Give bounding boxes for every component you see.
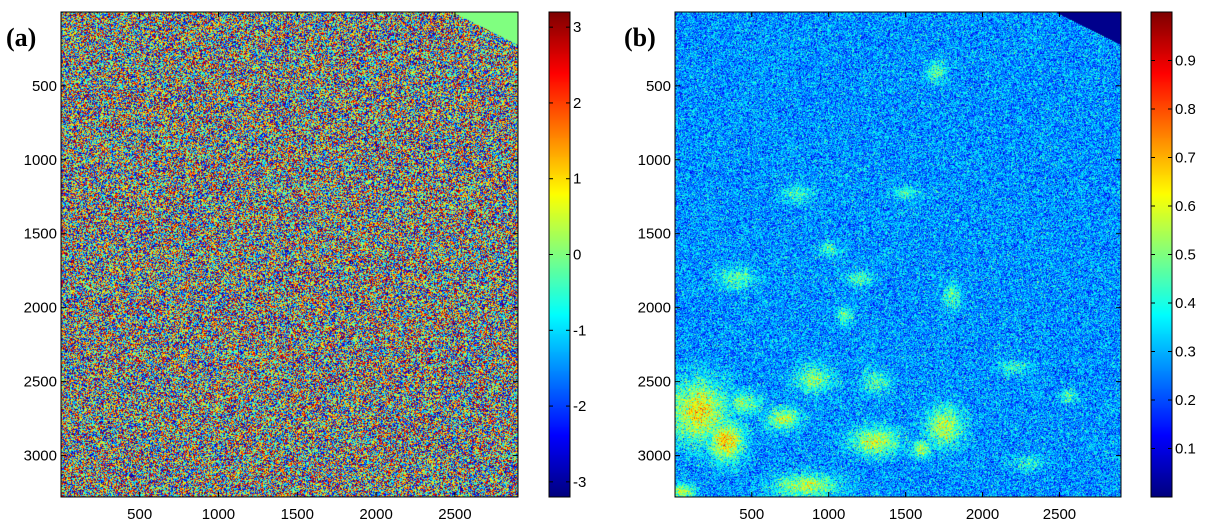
y-tick-label: 1000	[638, 152, 671, 169]
colorbar-tick-label: 0.5	[1175, 247, 1196, 264]
colorbar-tick-label: -2	[573, 398, 586, 415]
y-tick-label: 500	[646, 78, 671, 95]
x-tick-label: 2500	[1043, 506, 1076, 523]
colorbar-tick-label: 0.4	[1175, 295, 1196, 312]
colorbar-tick-label: -3	[573, 474, 586, 491]
colorbar-tick-label: 0.7	[1175, 150, 1196, 167]
axes-frame-a	[60, 11, 519, 498]
colorbar-tick-label: 0.3	[1175, 344, 1196, 361]
colorbar-ticks-a: 3 2 1 0 -1 -2 -3	[549, 19, 586, 491]
x-tick-label: 500	[127, 506, 152, 523]
colorbar-tick-label: -1	[573, 322, 586, 339]
x-tick-label: 1500	[889, 506, 922, 523]
x-tick-label: 1000	[202, 506, 235, 523]
y-tick-label: 2500	[638, 374, 671, 391]
colorbar-tick-label: 0.8	[1175, 101, 1196, 118]
y-tick-label: 3000	[638, 448, 671, 465]
colorbar-tick-label: 0.2	[1175, 392, 1196, 409]
colorbar-tick-label: 0.6	[1175, 198, 1196, 215]
axes-b: 500 1000 1500 2000 2500 500 1000 1500 2000 2500 30…	[638, 12, 1121, 523]
y-tick-label: 2000	[638, 300, 671, 317]
y-tick-label: 3000	[24, 448, 57, 465]
y-tick-label: 2500	[24, 374, 57, 391]
y-tick-label: 2000	[24, 300, 57, 317]
x-tick-label: 1000	[812, 506, 845, 523]
panel-label-a: (a)	[6, 23, 36, 52]
x-tick-label: 500	[739, 506, 764, 523]
axes-a: 500 1000 1500 2000 2500 500 1000 1500 2000 2500 30…	[24, 12, 518, 523]
x-tick-label: 2000	[966, 506, 999, 523]
x-tick-label: 2000	[359, 506, 392, 523]
colorbar-tick-label: 0.1	[1175, 441, 1196, 458]
y-tick-label: 1500	[24, 226, 57, 243]
colorbar-a	[549, 12, 570, 497]
y-tick-label: 1000	[24, 152, 57, 169]
heatmap-a	[61, 12, 518, 497]
colorbar-ticks-b: 0.9 0.8 0.7 0.6 0.5 0.4 0.3 0.2 0.1	[1151, 53, 1196, 458]
colorbar-tick-label: 0.9	[1175, 53, 1196, 70]
colorbar-tick-label: 1	[573, 171, 581, 188]
x-tick-label: 2500	[438, 506, 471, 523]
colorbar-tick-label: 0	[573, 247, 581, 264]
y-tick-label: 500	[32, 78, 57, 95]
colorbar-b	[1151, 12, 1172, 497]
axes-frame-b	[674, 11, 1122, 498]
heatmap-b	[675, 12, 1121, 497]
y-tick-label: 1500	[638, 226, 671, 243]
colorbar-tick-label: 3	[573, 19, 581, 36]
panel-a: (a) 500 1000 1500 2000 250050010001500200025…	[6, 11, 586, 523]
x-tick-label: 1500	[281, 506, 314, 523]
panel-b: (b) 500 1000 1500 2000 2500 500 1000 1500 2000 25…	[624, 11, 1196, 523]
colorbar-tick-label: 2	[573, 95, 581, 112]
panel-label-b: (b)	[624, 23, 656, 52]
